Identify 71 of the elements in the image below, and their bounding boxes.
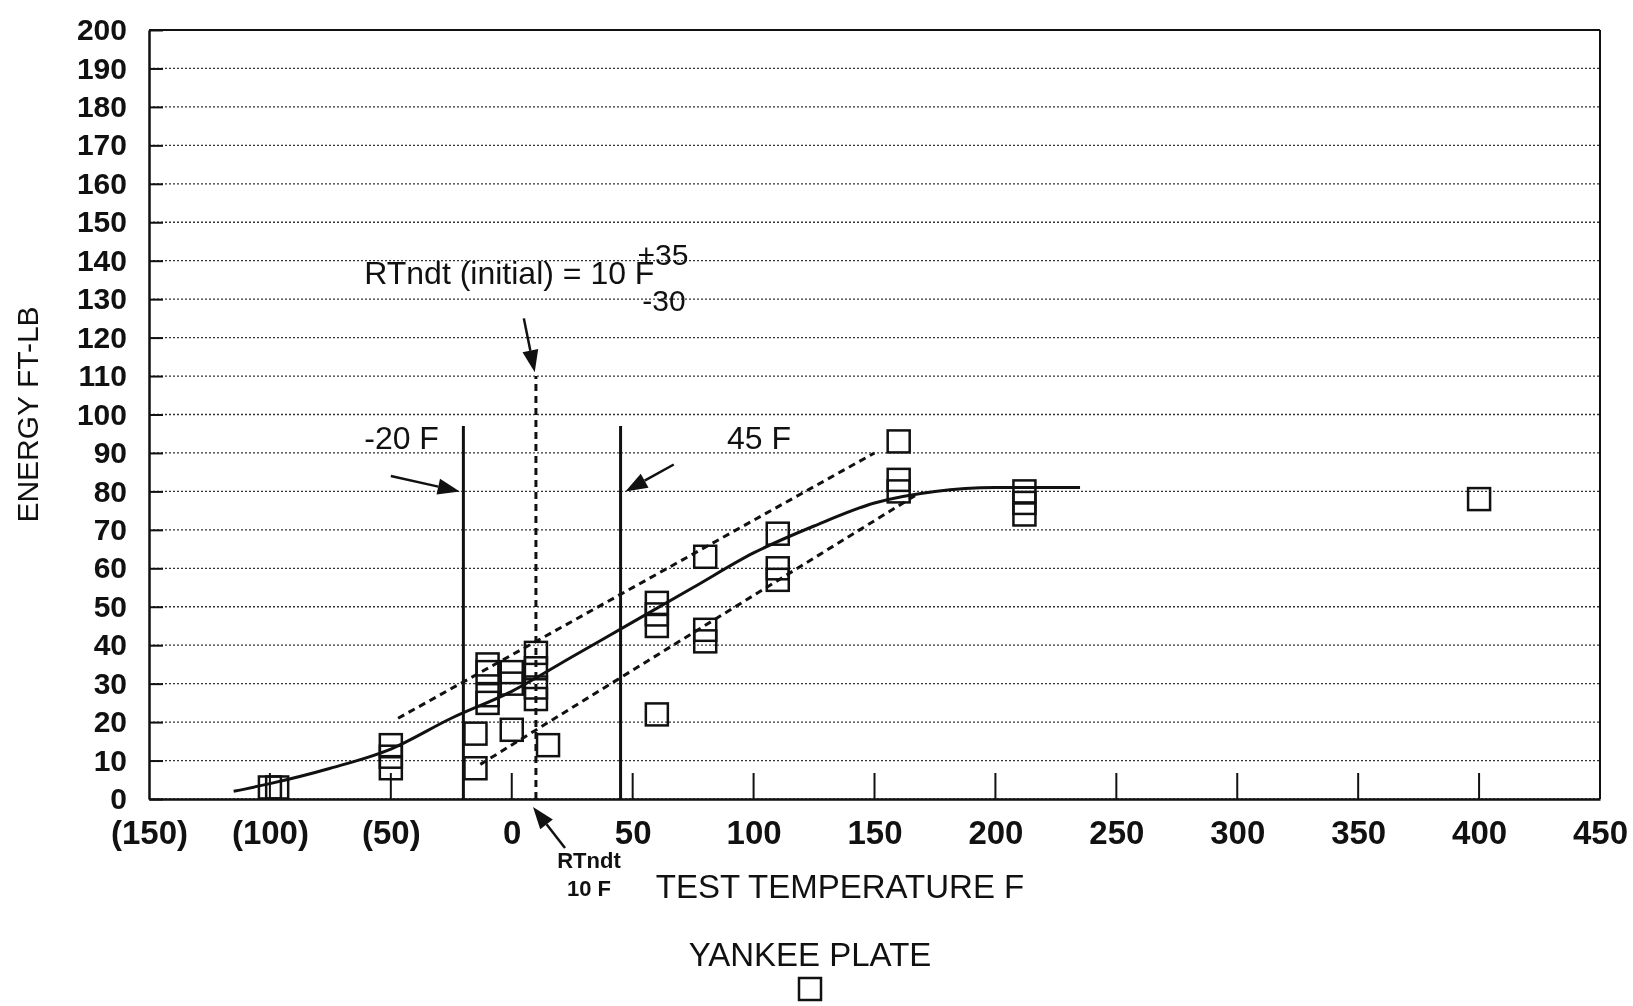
point — [378, 732, 404, 758]
annotation: -30 — [642, 283, 686, 317]
y-tick-label: 170 — [76, 128, 127, 162]
point — [463, 755, 488, 781]
point — [523, 640, 549, 666]
point — [765, 521, 791, 546]
x-tick-label: 0 — [503, 814, 522, 852]
point — [886, 479, 911, 504]
point — [475, 690, 500, 716]
point — [378, 755, 404, 781]
x-tick-label: (50) — [361, 814, 421, 852]
y-tick-label: 110 — [78, 359, 127, 393]
y-tick-label: 0 — [110, 782, 127, 816]
y-tick-label: 160 — [76, 166, 127, 200]
point — [463, 721, 488, 746]
point — [499, 659, 524, 685]
point — [692, 617, 718, 643]
y-tick-label: 120 — [76, 320, 127, 354]
annotation: -20 F — [364, 420, 439, 457]
x-tick-label: (150) — [110, 814, 189, 852]
x-tick-label: 150 — [847, 814, 903, 852]
point — [644, 702, 670, 727]
point — [886, 467, 911, 493]
text: YANKEE PLATE — [688, 936, 932, 973]
y-tick-label: 30 — [93, 666, 127, 700]
y-axis-title: ENERGY FT-LB — [11, 306, 44, 523]
y-tick-label: 20 — [93, 705, 127, 739]
y-tick-label: 70 — [93, 512, 127, 546]
y-tick-label: 150 — [76, 205, 127, 239]
x-tick-label: 100 — [726, 814, 782, 852]
y-tick-label: 80 — [93, 474, 127, 508]
point — [886, 429, 911, 454]
y-tick-label: 90 — [93, 436, 127, 470]
point — [1012, 479, 1037, 504]
point — [535, 732, 561, 758]
x-tick-label: 300 — [1210, 814, 1266, 852]
point — [1466, 486, 1492, 512]
point — [475, 659, 500, 685]
y-tick-label: 40 — [93, 628, 127, 662]
point — [475, 682, 500, 708]
y-tick-label: 10 — [93, 743, 127, 777]
x-tick-label: 200 — [968, 814, 1024, 852]
x-axis-title: TEST TEMPERATURE F — [655, 868, 1025, 905]
point — [523, 656, 549, 681]
y-tick-label: 190 — [76, 51, 127, 85]
y-tick-label: 130 — [76, 282, 127, 316]
point — [765, 556, 791, 581]
point — [644, 613, 670, 639]
point — [644, 590, 670, 616]
point — [264, 775, 290, 800]
x-tick-label: 450 — [1572, 814, 1629, 852]
x-tick-label: 350 — [1331, 814, 1387, 852]
y-tick-label: 100 — [76, 397, 127, 431]
y-tick-label: 140 — [76, 243, 127, 277]
annotation: 45 F — [726, 420, 792, 457]
point — [765, 567, 791, 593]
point — [692, 629, 718, 654]
y-tick-label: 50 — [93, 589, 127, 623]
x-tick-label: 400 — [1452, 814, 1508, 852]
point — [475, 652, 500, 677]
x-tick-label: (100) — [231, 814, 309, 852]
point — [1012, 502, 1037, 527]
y-tick-label: 200 — [76, 13, 127, 47]
y-tick-label: 60 — [93, 551, 127, 585]
point — [692, 544, 718, 570]
point — [523, 686, 549, 712]
point — [257, 775, 283, 800]
point — [499, 717, 524, 743]
point — [1012, 490, 1037, 516]
y-tick-label: 180 — [76, 90, 127, 123]
x-tick-label: 250 — [1089, 814, 1145, 852]
